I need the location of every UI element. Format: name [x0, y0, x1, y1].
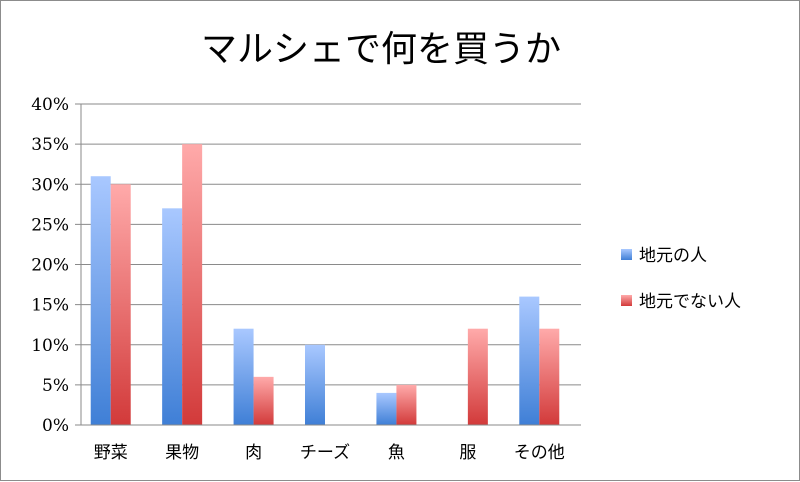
legend-swatch-series-1: [621, 295, 632, 306]
bars: [90, 144, 560, 425]
y-tick-label: 25%: [31, 215, 69, 235]
bar-series-1-5: [467, 328, 488, 425]
legend-label-series-1: 地元でない人: [639, 292, 741, 312]
y-axis: 0% 5% 10% 15% 20% 25% 30% 35% 40%: [31, 95, 82, 436]
x-tick-label: 肉: [245, 443, 262, 463]
legend-label-series-0: 地元の人: [639, 246, 707, 266]
bar-series-1-0: [110, 184, 131, 425]
bar-series-0-1: [162, 208, 183, 425]
x-tick-label: 魚: [388, 443, 405, 463]
bar-series-1-1: [182, 144, 203, 425]
y-tick-label: 15%: [31, 296, 69, 316]
y-tick-label: 5%: [42, 376, 69, 396]
x-tick-label: チーズ: [300, 443, 350, 463]
x-tick-label: 野菜: [94, 443, 128, 463]
bar-series-1-2: [253, 376, 274, 425]
x-axis: 野菜 果物 肉 チーズ 魚 服 その他: [81, 424, 581, 463]
bar-series-0-3: [305, 344, 325, 425]
bar-series-1-6: [539, 328, 560, 425]
chart-title: マルシェで何を買うか: [201, 29, 561, 70]
y-tick-label: 40%: [31, 95, 69, 115]
x-tick-label: 服: [459, 443, 476, 463]
bar-series-0-4: [376, 392, 397, 425]
legend: 地元の人 地元でない人: [621, 246, 741, 312]
gridlines: [81, 103, 581, 426]
y-tick-label: 30%: [31, 175, 69, 195]
x-tick-label: その他: [514, 443, 565, 463]
y-tick-label: 20%: [31, 256, 69, 276]
bar-series-0-6: [519, 296, 540, 425]
y-tick-label: 0%: [42, 416, 69, 436]
y-tick-label: 10%: [31, 336, 69, 356]
bar-series-0-2: [233, 328, 254, 425]
legend-swatch-series-0: [621, 249, 632, 260]
bar-series-1-4: [396, 384, 417, 425]
bar-series-0-0: [90, 176, 111, 425]
x-tick-label: 果物: [165, 443, 199, 463]
y-tick-label: 35%: [31, 135, 69, 155]
